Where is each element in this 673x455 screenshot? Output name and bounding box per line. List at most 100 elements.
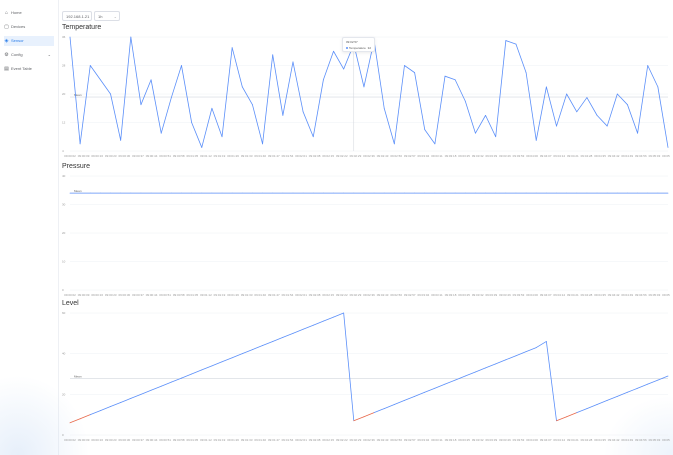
range-select-value: 1h [98, 14, 103, 19]
x-tick-label: 09:02:57 [404, 154, 416, 158]
x-tick-label: 09:04:49 [621, 293, 633, 297]
y-tick-label: 40 [62, 352, 66, 356]
y-tick-label: 60 [62, 311, 66, 315]
chevron-down-icon: ⌄ [47, 52, 51, 57]
series-segment [120, 36, 132, 141]
temperature-chart[interactable]: 36 28 20 12 409:00:02 09:00:09 09:00:16 09:00:2… [62, 33, 670, 161]
pressure-title: Pressure [62, 163, 91, 170]
series-segment [292, 61, 304, 113]
series-segment [393, 65, 405, 145]
y-tick-label: 36 [62, 35, 66, 39]
pressure-chart[interactable]: 40 30 20 10 009:00:02 09:00:09 09:00:16 09:00:2… [62, 172, 670, 300]
series-segment [424, 387, 436, 393]
x-tick-label: 09:04:00 [526, 293, 538, 297]
series-segment [616, 93, 628, 106]
x-tick-label: 09:03:39 [485, 438, 497, 442]
series-segment [444, 379, 456, 385]
x-tick-label: 09:01:26 [227, 438, 239, 442]
sidebar-item-devices[interactable]: ▢ Devices [4, 22, 54, 32]
background-glow [0, 375, 90, 455]
series-segment [312, 79, 324, 138]
series-segment [241, 86, 253, 106]
y-tick-label: 20 [62, 231, 66, 235]
device-select[interactable]: 192.168.1.21 ⌄ [62, 11, 92, 29]
x-tick-label: 09:05:03 [649, 438, 661, 442]
series-segment [596, 400, 608, 405]
x-tick-label: 09:01:40 [254, 154, 266, 158]
y-tick-label: 0 [62, 433, 64, 437]
mean-label: Mean [74, 375, 82, 379]
series-segment [282, 61, 294, 116]
series-segment [272, 336, 284, 342]
sidebar-item-label: Config [11, 52, 23, 57]
x-tick-label: 09:05:03 [649, 293, 661, 297]
x-tick-label: 09:04:07 [540, 293, 552, 297]
x-tick-label: 09:03:04 [418, 293, 430, 297]
series-segment [657, 375, 669, 381]
x-tick-label: 09:01:19 [214, 154, 226, 158]
x-tick-label: 09:02:01 [295, 438, 307, 442]
x-tick-label: 09:02:01 [295, 293, 307, 297]
mean-label: Mean [74, 93, 82, 97]
x-tick-label: 09:00:44 [146, 438, 158, 442]
series-segment [191, 122, 203, 148]
x-tick-label: 09:04:21 [567, 154, 579, 158]
x-tick-label: 09:03:18 [445, 293, 457, 297]
x-tick-label: 09:00:16 [91, 438, 103, 442]
x-tick-label: 09:00:37 [132, 154, 144, 158]
x-tick-label: 09:00:09 [78, 293, 90, 297]
sensor-icon: ◈ [4, 38, 9, 44]
x-tick-label: 09:03:04 [418, 154, 430, 158]
series-segment [637, 65, 649, 134]
x-tick-label: 09:01:12 [200, 438, 212, 442]
series-segment [89, 410, 101, 416]
series-segment [231, 353, 243, 359]
x-tick-label: 09:00:23 [105, 293, 117, 297]
device-icon: ▢ [4, 24, 9, 30]
x-tick-label: 09:02:43 [377, 154, 389, 158]
series-segment [201, 365, 213, 371]
series-segment [434, 75, 446, 145]
x-tick-label: 09:04:21 [567, 293, 579, 297]
sidebar-item-home[interactable]: ⌂ Home [4, 8, 54, 18]
series-segment [485, 363, 497, 369]
x-tick-label: 09:02:29 [350, 293, 362, 297]
x-tick-label: 09:01:26 [227, 293, 239, 297]
x-tick-label: 09:00:30 [119, 154, 131, 158]
x-tick-label: 09:00:37 [132, 438, 144, 442]
x-tick-label: 09:01:12 [200, 293, 212, 297]
series-segment [616, 391, 628, 397]
x-tick-label: 09:00:51 [159, 438, 171, 442]
sidebar-item-config[interactable]: ⚙ Config ⌄ [4, 50, 54, 60]
x-tick-label: 09:03:25 [458, 154, 470, 158]
sidebar-item-event-table[interactable]: ▤ Event Table [4, 64, 54, 74]
range-select[interactable]: 1h ⌄ [94, 11, 120, 21]
series-segment [535, 86, 547, 141]
sidebar-item-sensor[interactable]: ◈ Sensor [4, 36, 54, 46]
x-tick-label: 09:03:53 [513, 438, 525, 442]
series-segment [363, 412, 375, 418]
series-segment [140, 79, 152, 106]
x-tick-label: 09:04:14 [553, 154, 565, 158]
series-segment [627, 104, 638, 134]
x-tick-label: 09:05:03 [649, 154, 661, 158]
series-segment [414, 391, 426, 397]
series-segment [424, 129, 436, 145]
series-segment [545, 86, 557, 127]
x-tick-label: 09:04:00 [526, 438, 538, 442]
background-glow [603, 395, 673, 455]
series-segment [79, 414, 91, 420]
x-tick-label: 09:00:30 [119, 293, 131, 297]
x-tick-label: 09:01:26 [227, 154, 239, 158]
x-tick-label: 09:02:43 [377, 293, 389, 297]
x-tick-label: 09:01:19 [214, 293, 226, 297]
sidebar-item-label: Event Table [11, 66, 32, 71]
gear-icon: ⚙ [4, 52, 9, 58]
series-segment [475, 367, 486, 373]
x-tick-label: 09:02:50 [390, 293, 402, 297]
series-segment [657, 86, 669, 148]
x-tick-label: 09:00:09 [78, 438, 90, 442]
mean-label: Mean [74, 189, 82, 193]
series-segment [100, 406, 111, 411]
